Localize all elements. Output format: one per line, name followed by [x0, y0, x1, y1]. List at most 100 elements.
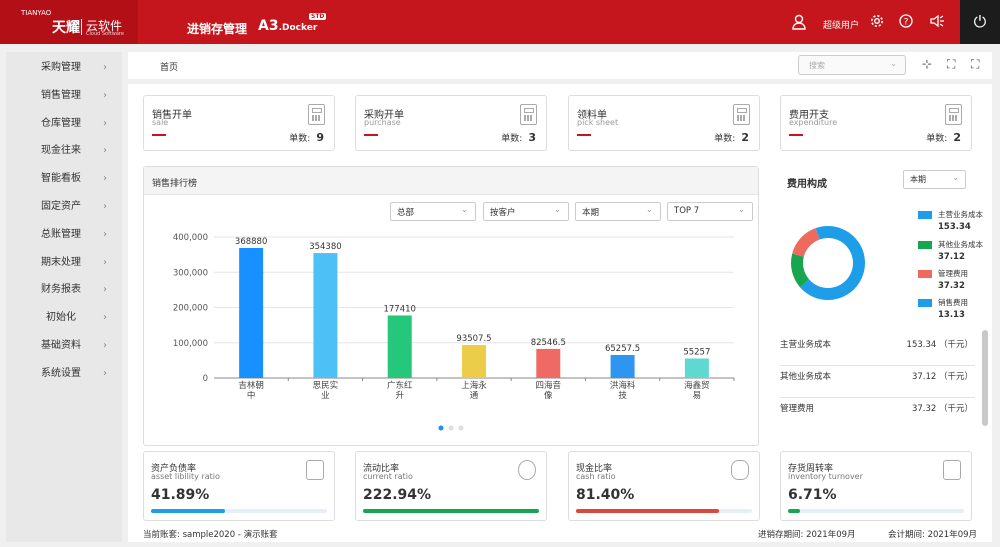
- ratio-subtitle: asset libility ratio: [151, 472, 220, 481]
- card-subtitle: purchase: [364, 118, 401, 127]
- sidebar-item-cash[interactable]: 现金往来 ›: [6, 137, 122, 165]
- bar-value-label: 368880: [235, 237, 267, 247]
- select-value: TOP 7: [674, 206, 700, 216]
- sidebar-item-label: 系统设置: [41, 367, 81, 379]
- card-count: 单数: 9: [289, 131, 324, 144]
- ratio-card-asset-liability[interactable]: 资产负债率 asset libility ratio 41.89%: [143, 451, 335, 521]
- card-count: 单数: 2: [714, 131, 749, 144]
- current-account: 当前账套: sample2020 - 演示账套: [143, 530, 278, 540]
- ratio-title: 存货周转率: [788, 464, 834, 474]
- sidebar-item-warehouse[interactable]: 仓库管理 ›: [6, 110, 122, 138]
- cost-donut-chart: [791, 226, 865, 300]
- sidebar-item-basic-data[interactable]: 基础资料 ›: [6, 332, 122, 360]
- legend-name: 管理费用: [938, 269, 968, 278]
- group-by-select[interactable]: 按客户 ⌄: [483, 202, 569, 221]
- sidebar-item-label: 基础资料: [41, 339, 81, 351]
- branch-select[interactable]: 总部 ⌄: [390, 202, 476, 221]
- help-icon[interactable]: ?: [899, 14, 913, 32]
- user-name[interactable]: 超级用户: [823, 21, 860, 31]
- chevron-right-icon: ›: [103, 228, 107, 240]
- bar: [239, 247, 264, 378]
- legend-swatch: [918, 299, 932, 307]
- sidebar-item-ledger[interactable]: 总账管理 ›: [6, 221, 122, 249]
- legend-name: 主营业务成本: [938, 210, 983, 219]
- sound-icon[interactable]: [929, 14, 945, 32]
- logout-power-icon[interactable]: ⏻: [960, 0, 1000, 44]
- top-header: TIANYAO 天耀 云软件 Cloud Software 进销存管理 A3.D…: [0, 0, 1000, 44]
- ratio-progress-track: [788, 509, 964, 513]
- sidebar-item-system[interactable]: 系统设置 ›: [6, 360, 122, 388]
- chevron-down-icon: ⌄: [553, 205, 561, 215]
- x-tick-label: 洪海科: [610, 380, 636, 391]
- cost-scrollbar[interactable]: [982, 330, 988, 426]
- currency-refresh-icon: [518, 460, 536, 480]
- chevron-right-icon: ›: [103, 256, 107, 268]
- chevron-down-icon: ⌄: [952, 173, 959, 182]
- card-title: 销售开单: [152, 110, 192, 121]
- collapse-icon[interactable]: ⛶: [947, 57, 956, 71]
- brand-logo[interactable]: TIANYAO 天耀 云软件 Cloud Software: [0, 0, 138, 44]
- ratio-progress-track: [576, 509, 752, 513]
- chevron-right-icon: ›: [103, 284, 107, 296]
- purchase-card[interactable]: 采购开单 purchase 单数: 3: [355, 95, 547, 151]
- row-name: 其他业务成本: [780, 372, 832, 382]
- ratio-card-inventory[interactable]: 存货周转率 inventory turnover 6.71%: [780, 451, 972, 521]
- pagination-dot: [458, 425, 464, 431]
- bar: [387, 315, 412, 378]
- inventory-period: 进销存期间: 2021年09月: [758, 530, 856, 540]
- expenditure-card[interactable]: 费用开支 expenditure 单数: 2: [780, 95, 972, 151]
- sidebar-item-fixed-assets[interactable]: 固定资产 ›: [6, 193, 122, 221]
- card-subtitle: pick sheet: [577, 118, 619, 127]
- ratio-value: 222.94%: [363, 487, 432, 503]
- cost-table-row: 管理费用 37.32 （千元）: [780, 398, 975, 430]
- x-tick-label: 四海音: [536, 380, 562, 391]
- sidebar-item-label: 初始化: [46, 312, 76, 324]
- svg-text:?: ?: [904, 18, 909, 28]
- focus-icon[interactable]: ⊹: [922, 57, 933, 71]
- sidebar-item-reports[interactable]: 财务报表 ›: [6, 276, 122, 304]
- sidebar-item-purchase[interactable]: 采购管理 ›: [6, 54, 122, 82]
- product-suffix: .Docker: [278, 23, 318, 33]
- card-dash: [152, 134, 166, 136]
- bar: [536, 348, 561, 378]
- user-icon[interactable]: [792, 14, 806, 34]
- sidebar-item-sales[interactable]: 销售管理 ›: [6, 82, 122, 110]
- row-name: 主营业务成本: [780, 340, 832, 350]
- bar-value-label: 65257.5: [605, 344, 640, 354]
- ratio-value: 41.89%: [151, 487, 210, 503]
- legend-swatch: [918, 211, 932, 219]
- x-tick-label: 技: [618, 390, 627, 401]
- product-name: A3.Docker: [258, 18, 317, 34]
- ratio-card-cash[interactable]: 现金比率 cash ratio 81.40%: [568, 451, 760, 521]
- ratio-progress-fill: [151, 509, 225, 513]
- x-tick-label: 易: [693, 391, 702, 401]
- donut-slice: [800, 226, 865, 300]
- brand-software: 云软件: [86, 19, 123, 33]
- cost-period-select[interactable]: 本期 ⌄: [903, 170, 966, 189]
- count-label: 单数:: [289, 134, 311, 144]
- sidebar-item-period-end[interactable]: 期末处理 ›: [6, 249, 122, 277]
- donut-slice: [792, 228, 820, 258]
- sidebar-item-dashboard[interactable]: 智能看板 ›: [6, 165, 122, 193]
- bar-value-label: 82546.5: [531, 338, 566, 348]
- settings-icon[interactable]: [870, 14, 884, 32]
- ratio-title: 流动比率: [363, 464, 400, 474]
- pick-sheet-card[interactable]: 领料单 pick sheet 单数: 2: [568, 95, 760, 151]
- ratio-progress-fill: [576, 509, 720, 513]
- period-select[interactable]: 本期 ⌄: [575, 202, 661, 221]
- chevron-right-icon: ›: [103, 173, 107, 185]
- ratio-card-current[interactable]: 流动比率 current ratio 222.94%: [355, 451, 547, 521]
- x-tick-label: 中: [247, 390, 256, 401]
- search-select[interactable]: 搜索 ⌄: [798, 55, 906, 75]
- chevron-down-icon: ⌄: [460, 205, 468, 215]
- tab-home[interactable]: 首页: [160, 63, 179, 73]
- count-value: 2: [741, 131, 749, 144]
- sidebar-item-label: 采购管理: [41, 62, 81, 73]
- box-icon: [943, 460, 961, 480]
- sidebar-item-init[interactable]: 初始化 ›: [6, 304, 122, 332]
- fullscreen-icon[interactable]: ⛶: [971, 57, 980, 71]
- row-name: 管理费用: [780, 404, 815, 414]
- calculator-icon: [308, 104, 325, 125]
- top-n-select[interactable]: TOP 7 ⌄: [667, 202, 753, 221]
- sale-card[interactable]: 销售开单 sale 单数: 9: [143, 95, 335, 151]
